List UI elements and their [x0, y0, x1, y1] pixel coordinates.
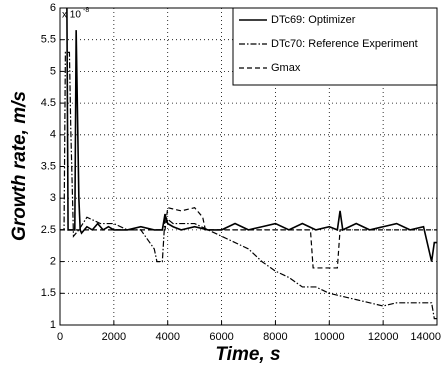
y-multiplier: x 10	[62, 10, 81, 21]
y-axis-label: Growth rate, m/s	[9, 91, 30, 241]
x-tick-label: 8000	[263, 331, 287, 343]
x-tick-label: 0	[57, 331, 63, 343]
y-tick-label: 3.5	[41, 160, 56, 172]
y-tick-label: 6	[50, 2, 56, 14]
y-tick-label: 1.5	[41, 287, 56, 299]
y-tick-label: 5	[50, 65, 56, 77]
series-line	[60, 206, 437, 269]
legend-label: DTc69: Optimizer	[271, 14, 356, 26]
series-line	[66, 8, 437, 262]
series-line	[60, 51, 437, 320]
y-tick-label: 4.5	[41, 97, 56, 109]
x-tick-label: 10000	[314, 331, 345, 343]
y-tick-label: 1	[50, 319, 56, 331]
y-tick-label: 2.5	[41, 224, 56, 236]
x-tick-label: 12000	[368, 331, 399, 343]
x-axis-label: Time, s	[215, 344, 280, 365]
legend-label: Gmax	[271, 62, 301, 74]
legend-box	[232, 7, 438, 86]
y-tick-label: 4	[50, 129, 56, 141]
y-tick-label: 3	[50, 192, 56, 204]
y-multiplier-exponent: -8	[83, 7, 89, 14]
x-tick-label: 4000	[155, 331, 179, 343]
x-tick-label: 2000	[102, 331, 126, 343]
y-tick-label: 2	[50, 256, 56, 268]
plot-lines	[60, 8, 437, 320]
legend-label: DTc70: Reference Experiment	[271, 38, 418, 50]
x-tick-label: 6000	[209, 331, 233, 343]
y-tick-label: 5.5	[41, 34, 56, 46]
x-tick-label: 14000	[410, 331, 441, 343]
